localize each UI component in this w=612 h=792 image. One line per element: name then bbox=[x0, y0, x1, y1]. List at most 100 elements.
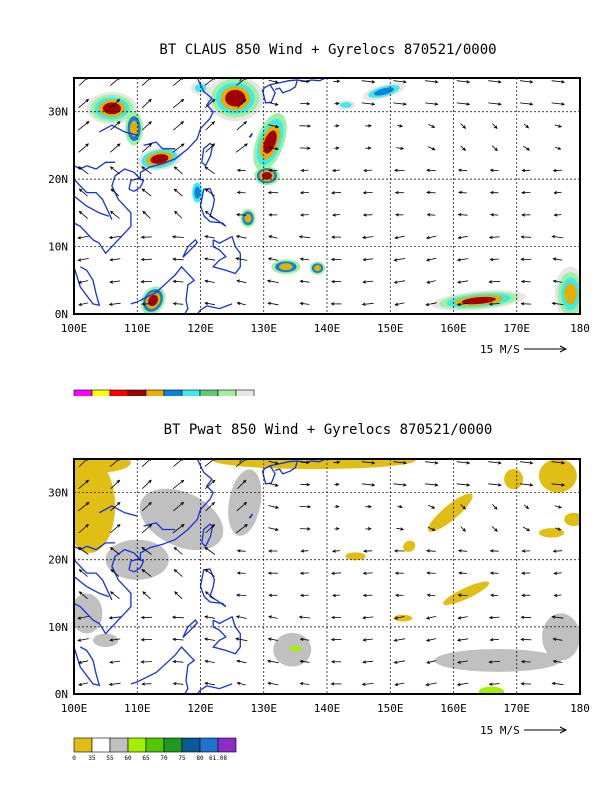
top-wind-head bbox=[204, 279, 209, 283]
bottom-wind-head bbox=[204, 615, 209, 619]
bottom-wind-shaft bbox=[458, 616, 468, 619]
bottom-wind-head bbox=[456, 638, 461, 642]
top-wind-vector bbox=[236, 190, 246, 195]
top-wind-vector bbox=[77, 166, 89, 175]
top-wind-head bbox=[266, 279, 271, 283]
top-wind-shaft bbox=[491, 145, 498, 151]
top-wind-vector bbox=[521, 168, 531, 173]
top-coast-group bbox=[74, 78, 329, 314]
bottom-coastline bbox=[74, 575, 110, 598]
bottom-pwat-region bbox=[504, 469, 524, 490]
bottom-wind-shaft bbox=[78, 682, 89, 686]
top-wind-vector bbox=[173, 121, 185, 131]
top-wind-head bbox=[458, 190, 463, 195]
bottom-wind-shaft bbox=[268, 460, 278, 464]
bottom-wind-shaft bbox=[521, 616, 532, 619]
top-wind-vector bbox=[142, 98, 152, 109]
top-coastline bbox=[199, 187, 227, 227]
bottom-pwat-region bbox=[213, 459, 416, 470]
top-wind-head bbox=[306, 102, 311, 106]
top-colorbar-swatch bbox=[163, 389, 183, 396]
top-wind-head bbox=[300, 168, 305, 173]
bottom-wind-shaft bbox=[553, 660, 563, 663]
top-wind-head bbox=[85, 143, 89, 147]
top-wind-vector bbox=[268, 102, 279, 106]
top-x-tick: 130E bbox=[251, 322, 278, 335]
top-wind-shaft bbox=[78, 235, 89, 239]
top-wind-head bbox=[204, 166, 209, 170]
top-wind-head bbox=[393, 258, 398, 262]
top-wind-vector bbox=[300, 168, 309, 173]
top-wind-vector bbox=[299, 124, 312, 128]
panel-top: BT CLAUS 850 Wind + Gyrelocs 870521/0000… bbox=[48, 42, 590, 396]
bottom-wind-vector bbox=[488, 660, 501, 664]
bottom-wind-head bbox=[77, 616, 82, 620]
top-wind-shaft bbox=[551, 80, 565, 83]
top-wind-vector bbox=[204, 166, 216, 175]
top-wind-vector bbox=[110, 98, 121, 109]
bottom-pwat-region-layer bbox=[538, 528, 565, 538]
bottom-wind-vector bbox=[172, 659, 184, 664]
bottom-wind-shaft bbox=[141, 524, 152, 534]
top-colorbar-swatch bbox=[127, 389, 147, 396]
bottom-colorbar-label: 61.08 bbox=[209, 755, 227, 762]
top-wind-head bbox=[330, 302, 335, 306]
top-wind-vector bbox=[172, 279, 184, 284]
top-wind-head bbox=[425, 302, 430, 307]
bottom-wind-vector bbox=[236, 549, 246, 553]
bottom-wind-vector bbox=[299, 659, 310, 664]
top-wind-head bbox=[431, 124, 436, 128]
bottom-wind-head bbox=[336, 460, 341, 464]
top-wind-shaft bbox=[363, 280, 374, 283]
top-colorbar: 203194200206215230242248254260265 bbox=[73, 389, 255, 396]
bottom-wind-head bbox=[403, 461, 407, 465]
bottom-wind-vector bbox=[236, 501, 248, 512]
bottom-wind-vector bbox=[521, 549, 531, 553]
bottom-wind-vector bbox=[109, 591, 120, 600]
top-wind-head bbox=[368, 124, 372, 128]
bottom-colorbar-label: 0 bbox=[72, 755, 76, 762]
top-wind-head bbox=[434, 80, 439, 84]
bottom-wind-vector bbox=[141, 546, 152, 555]
top-wind-vector bbox=[171, 235, 184, 239]
bottom-wind-shaft bbox=[426, 660, 436, 664]
top-wind-vector bbox=[299, 146, 311, 150]
top-wind-head bbox=[330, 279, 335, 284]
top-wind-vector bbox=[330, 279, 342, 284]
top-wind-shaft bbox=[553, 258, 563, 261]
bottom-wind-vector bbox=[110, 523, 121, 534]
bottom-wind-head bbox=[266, 659, 271, 663]
panel-bottom: BT Pwat 850 Wind + Gyrelocs 870521/0000 … bbox=[48, 422, 590, 762]
top-cloud-cluster-layer bbox=[150, 154, 169, 164]
top-coastline bbox=[130, 265, 196, 314]
bottom-wind-shaft bbox=[393, 483, 407, 486]
top-wind-vector bbox=[394, 190, 404, 195]
top-wind-vector bbox=[204, 301, 215, 306]
bottom-wind-shaft bbox=[394, 616, 405, 619]
bottom-wind-vector bbox=[331, 615, 342, 620]
top-wind-vector bbox=[172, 98, 185, 109]
top-wind-head bbox=[244, 143, 248, 147]
top-wind-head bbox=[394, 302, 399, 306]
top-wind-shaft bbox=[554, 214, 562, 216]
bottom-colorbar-swatch bbox=[91, 737, 111, 753]
bottom-wind-head bbox=[425, 682, 430, 687]
bottom-wind-head bbox=[520, 682, 525, 686]
bottom-wind-vector bbox=[299, 505, 312, 509]
bottom-wind-head bbox=[457, 616, 462, 620]
bottom-wind-vector bbox=[489, 549, 499, 553]
top-wind-shaft bbox=[458, 169, 468, 172]
bottom-wind-head bbox=[457, 593, 462, 597]
bottom-wind-shaft bbox=[79, 569, 88, 577]
bottom-x-tick: 180 bbox=[570, 702, 590, 715]
bottom-wind-shaft bbox=[553, 550, 563, 552]
top-wind-shaft bbox=[489, 280, 501, 283]
bottom-wind-head bbox=[457, 549, 462, 553]
bottom-pwat-fields bbox=[74, 459, 580, 694]
top-wind-shaft bbox=[110, 143, 121, 153]
bottom-wind-head bbox=[561, 483, 566, 487]
bottom-wind-shaft bbox=[268, 682, 279, 686]
top-cloud-cluster-layer bbox=[340, 102, 352, 108]
bottom-wind-head bbox=[140, 615, 145, 620]
bottom-wind-vector bbox=[173, 568, 183, 577]
